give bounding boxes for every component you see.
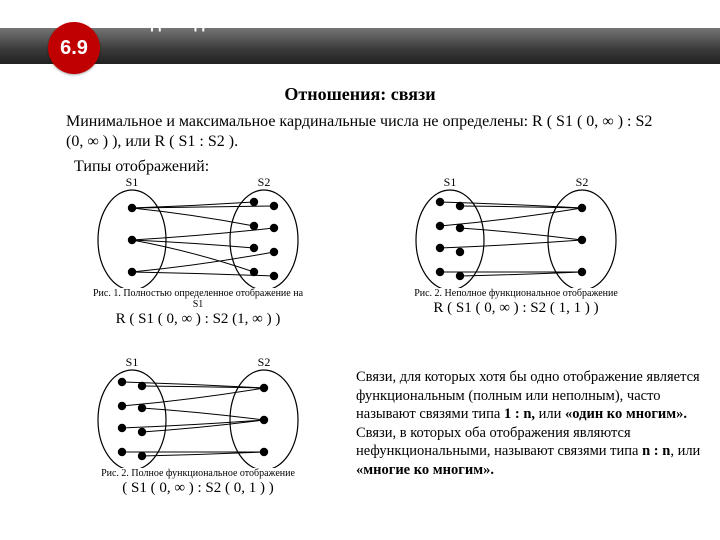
desc-bold-nn: n : n: [642, 443, 670, 459]
desc-bold-one-to-many: «один ко многим».: [565, 406, 687, 422]
desc-text: Связи, в которых оба отображения являютс…: [356, 425, 642, 460]
figure-formula: ( S1 ( 0, ∞ ) : S2 ( 0, 1 ) ): [88, 480, 308, 497]
figure-caption: Рис. 2. Неполное функциональное отображе…: [406, 288, 626, 299]
types-label: Типы отображений:: [74, 158, 674, 176]
svg-text:S1: S1: [444, 178, 457, 189]
desc-text: или: [535, 406, 565, 422]
figure-caption: Рис. 1. Полностью определенное отображен…: [88, 288, 308, 310]
svg-text:S1: S1: [126, 358, 139, 369]
figure-formula: R ( S1 ( 0, ∞ ) : S2 ( 1, 1 ) ): [406, 300, 626, 317]
header-title: Модели данных: [128, 15, 255, 33]
figure-caption: Рис. 2. Полное функциональное отображени…: [88, 468, 308, 479]
header-bar: [0, 28, 720, 64]
figure-formula: R ( S1 ( 0, ∞ ) : S2 (1, ∞ ) ): [88, 311, 308, 328]
svg-text:S1: S1: [126, 178, 139, 189]
subheading: Отношения: связи: [0, 84, 720, 105]
intro-paragraph: Минимальное и максимальное кардинальные …: [66, 112, 666, 152]
description-paragraph: Связи, для которых хотя бы одно отображе…: [356, 368, 704, 479]
svg-text:S2: S2: [576, 178, 589, 189]
slide-number: 6.9: [60, 37, 88, 60]
desc-bold-many-to-many: «многие ко многим».: [356, 462, 494, 478]
diagram-3-full-functional: S1 S2 Рис. 2. Полное функциональное отобра…: [88, 358, 308, 497]
slide-number-badge: 6.9: [48, 22, 100, 74]
svg-text:S2: S2: [258, 358, 271, 369]
diagram-2-partial-functional: S1 S2 Рис. 2. Неполное функциональное отоб…: [406, 178, 626, 317]
svg-text:S2: S2: [258, 178, 271, 189]
diagram-1-fully-defined: S1 S2 Рис. 1. Полностью определенное отобр…: [88, 178, 308, 328]
desc-bold-1n: 1 : n,: [504, 406, 535, 422]
desc-text: , или: [670, 443, 700, 459]
